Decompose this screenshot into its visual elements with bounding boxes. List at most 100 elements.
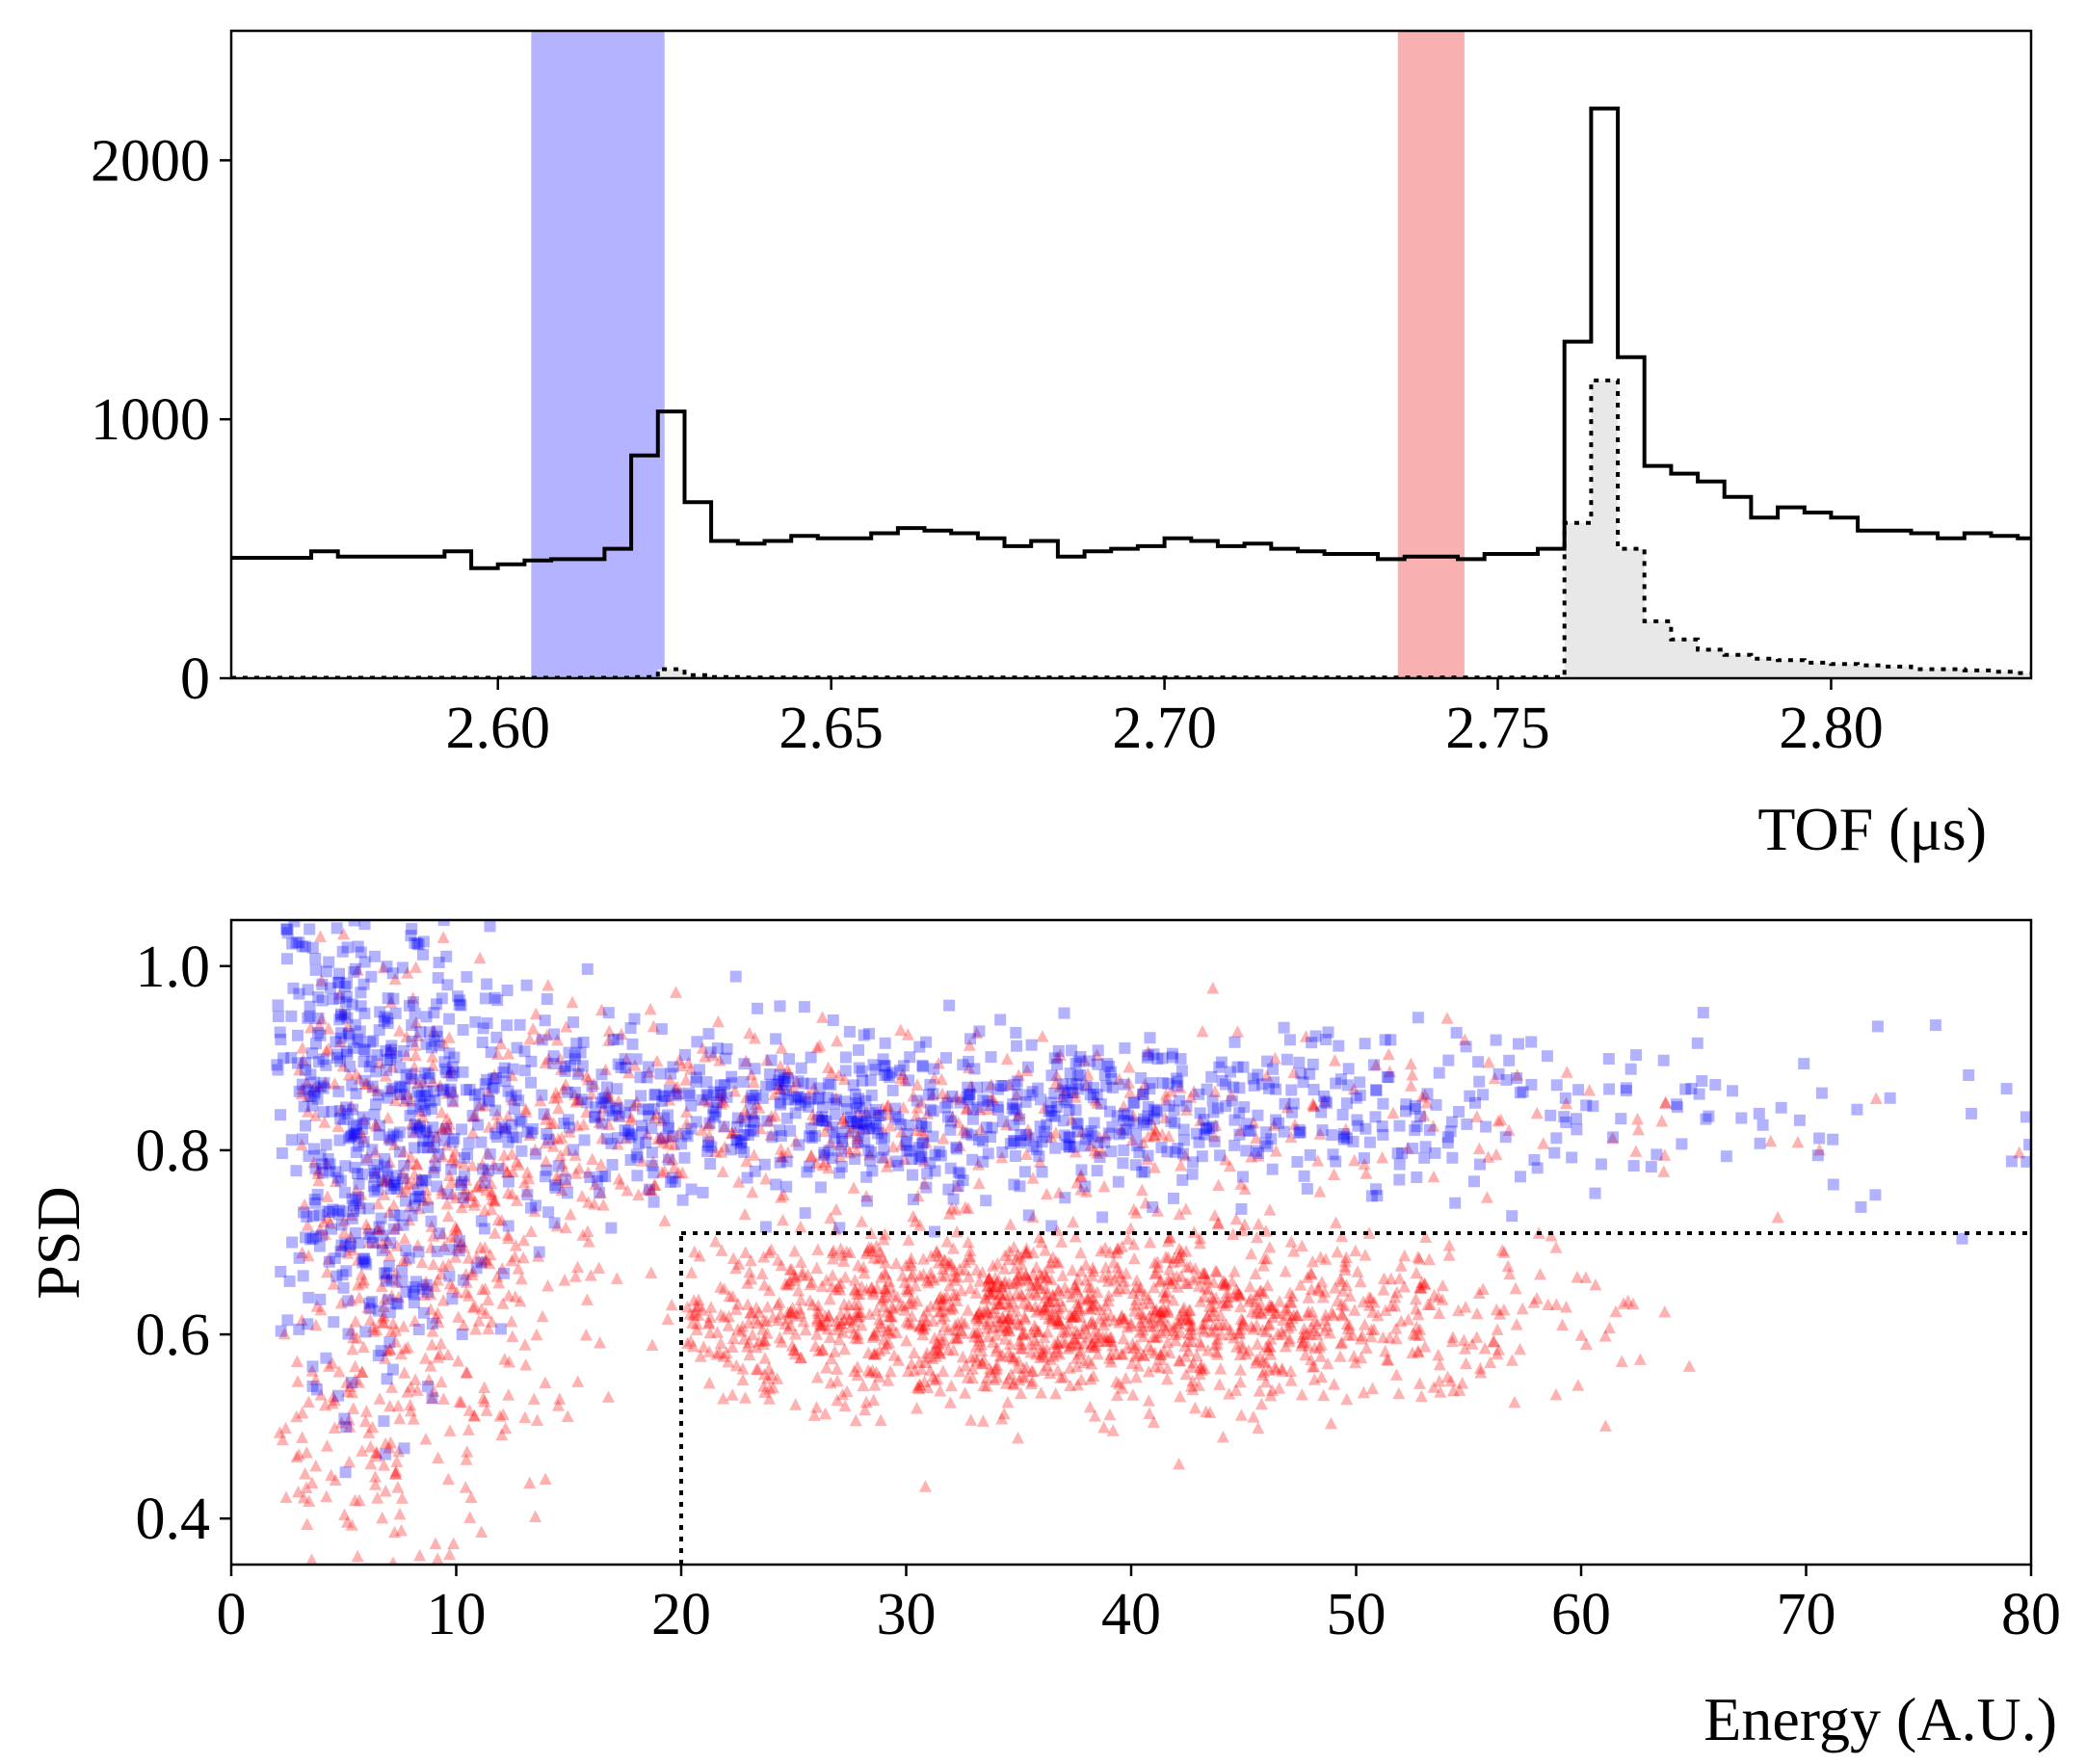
scatter-point (450, 1285, 463, 1299)
scatter-point (753, 1305, 766, 1318)
scatter-point (1050, 1101, 1063, 1113)
scatter-point (1221, 1295, 1234, 1307)
scatter-point (348, 920, 360, 927)
scatter-point (1149, 1124, 1162, 1137)
scatter-point (879, 1255, 892, 1269)
scatter-point (1071, 1069, 1084, 1082)
scatter-point (326, 1356, 339, 1369)
scatter-point (1025, 1364, 1039, 1377)
scatter-point (568, 1087, 581, 1098)
scatter-point (1290, 1308, 1304, 1322)
scatter-point (530, 1199, 542, 1212)
scatter-point (496, 1408, 510, 1420)
scatter-point (706, 1048, 720, 1062)
scatter-point (1464, 1090, 1476, 1102)
scatter-point (1700, 1113, 1712, 1125)
scatter-point (945, 1115, 958, 1127)
scatter-point (334, 1296, 348, 1309)
scatter-point (541, 979, 555, 991)
scatter-point (1266, 1301, 1279, 1313)
scatter-point (1128, 1299, 1142, 1311)
scatter-point (958, 1317, 971, 1330)
scatter-point (444, 1083, 457, 1095)
scatter-point (355, 1188, 368, 1200)
scatter-point (797, 1077, 809, 1090)
scatter-point (769, 1109, 781, 1121)
scatter-point (547, 1092, 561, 1104)
scatter-point (460, 1453, 473, 1465)
bottom-x-ticks: 0 10 20 30 40 50 60 70 80 (217, 1565, 2061, 1647)
scatter-point (928, 1063, 940, 1075)
scatter-point (322, 1022, 335, 1035)
top-y-tick-label: 0 (180, 646, 210, 712)
scatter-point (456, 1329, 468, 1340)
scatter-point (1490, 1147, 1503, 1161)
scatter-point (1104, 1309, 1118, 1322)
scatter-point (867, 1348, 881, 1360)
scatter-point (1607, 1131, 1620, 1144)
scatter-point (701, 1090, 714, 1102)
scatter-point (889, 1102, 902, 1115)
scatter-point (582, 1235, 595, 1248)
scatter-point (385, 1060, 399, 1073)
scatter-point (304, 1091, 317, 1102)
scatter-point (335, 1219, 348, 1231)
scatter-point (1143, 1407, 1156, 1419)
scatter-point (1469, 1096, 1481, 1109)
scatter-point (424, 1287, 437, 1301)
scatter-point (1174, 1249, 1187, 1261)
scatter-point (1293, 1126, 1306, 1139)
scatter-point (907, 1209, 920, 1223)
scatter-point (987, 1259, 999, 1272)
scatter-point (1157, 1284, 1171, 1298)
scatter-point (409, 1157, 423, 1170)
scatter-point (1412, 1345, 1425, 1358)
scatter-point (1042, 1300, 1055, 1312)
scatter-point (906, 1153, 918, 1166)
scatter-point (1228, 1290, 1241, 1303)
scatter-point (1092, 1334, 1105, 1348)
scatter-point (1128, 1117, 1141, 1129)
scatter-point (820, 1361, 833, 1374)
scatter-point (1335, 1307, 1349, 1320)
scatter-point (1350, 1092, 1362, 1104)
scatter-point (1659, 1095, 1673, 1109)
scatter-point (435, 1336, 448, 1350)
scatter-point (986, 1121, 998, 1134)
scatter-point (299, 1064, 311, 1076)
scatter-point (819, 1407, 832, 1420)
scatter-point (1196, 1267, 1209, 1279)
scatter-point (488, 1226, 502, 1239)
scatter-point (1378, 1272, 1390, 1284)
scatter-point (986, 1335, 999, 1348)
scatter-point (883, 1275, 896, 1287)
scatter-point (1354, 1089, 1366, 1101)
scatter-point (1356, 1329, 1369, 1342)
scatter-point (356, 1340, 370, 1354)
scatter-point (390, 1170, 403, 1182)
scatter-point (1199, 1272, 1211, 1284)
scatter-point (1252, 1149, 1265, 1162)
scatter-point (1018, 1166, 1031, 1178)
scatter-point (1008, 1104, 1020, 1117)
scatter-point (1015, 1318, 1028, 1331)
scatter-point (1106, 1082, 1119, 1093)
scatter-point (360, 1154, 373, 1167)
scatter-point (939, 1101, 951, 1114)
scatter-point (342, 1295, 355, 1307)
scatter-point (387, 1223, 400, 1235)
scatter-point (1228, 1265, 1241, 1277)
scatter-point (680, 1117, 694, 1129)
scatter-point (998, 1277, 1012, 1290)
scatter-point (996, 1349, 1009, 1361)
scatter-point (1084, 1372, 1097, 1385)
scatter-point (779, 1075, 791, 1088)
scatter-point (1300, 1327, 1313, 1340)
scatter-point (455, 1200, 468, 1214)
scatter-point (413, 1123, 426, 1136)
scatter-point (758, 1334, 772, 1347)
scatter-point (1113, 1316, 1126, 1329)
scatter-point (562, 1086, 574, 1098)
scatter-point (422, 1201, 435, 1214)
scatter-point (836, 1132, 848, 1145)
